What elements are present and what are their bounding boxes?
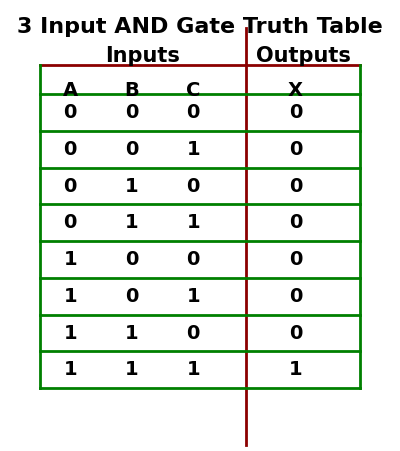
Text: B: B	[124, 81, 139, 100]
Text: Outputs: Outputs	[256, 46, 351, 66]
Text: 1: 1	[186, 213, 200, 232]
Text: Inputs: Inputs	[105, 46, 180, 66]
Text: 1: 1	[125, 360, 138, 379]
Text: 0: 0	[125, 287, 138, 306]
Text: A: A	[63, 81, 78, 100]
Text: 1: 1	[289, 360, 302, 379]
Text: 0: 0	[186, 250, 200, 269]
Text: 1: 1	[64, 360, 77, 379]
Text: 1: 1	[64, 287, 77, 306]
Text: 1: 1	[186, 287, 200, 306]
Text: 0: 0	[289, 140, 302, 159]
Text: 0: 0	[289, 103, 302, 122]
Text: 0: 0	[64, 103, 77, 122]
Text: C: C	[186, 81, 200, 100]
Text: 0: 0	[289, 323, 302, 343]
Text: 0: 0	[289, 213, 302, 232]
Text: 3 Input AND Gate Truth Table: 3 Input AND Gate Truth Table	[17, 17, 383, 37]
Text: 0: 0	[125, 103, 138, 122]
Text: 0: 0	[186, 323, 200, 343]
Text: 0: 0	[289, 176, 302, 196]
Text: 1: 1	[186, 360, 200, 379]
Text: 0: 0	[289, 287, 302, 306]
Text: 0: 0	[125, 250, 138, 269]
Text: 0: 0	[64, 140, 77, 159]
Text: 0: 0	[125, 140, 138, 159]
Text: 1: 1	[125, 213, 138, 232]
Text: 1: 1	[125, 323, 138, 343]
Text: 0: 0	[289, 250, 302, 269]
Text: 1: 1	[186, 140, 200, 159]
Text: 1: 1	[64, 250, 77, 269]
Text: 1: 1	[64, 323, 77, 343]
Text: 0: 0	[64, 213, 77, 232]
Text: 0: 0	[64, 176, 77, 196]
Text: X: X	[288, 81, 303, 100]
Text: 0: 0	[186, 103, 200, 122]
Text: 0: 0	[186, 176, 200, 196]
Text: 1: 1	[125, 176, 138, 196]
